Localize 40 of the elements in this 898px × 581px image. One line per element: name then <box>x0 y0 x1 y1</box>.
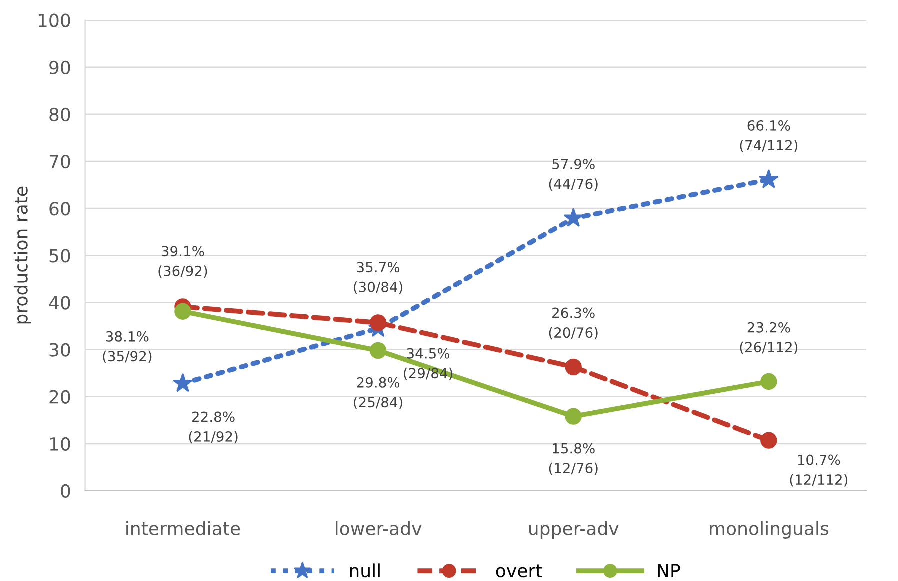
legend-label: null <box>350 564 380 578</box>
data-label: 10.7% (12/112) <box>790 454 848 487</box>
legend-label: overt <box>496 564 542 578</box>
point <box>565 408 582 425</box>
y-tick-label: 90 <box>50 60 70 75</box>
y-tick-label: 70 <box>50 154 70 169</box>
y-tick-label: 0 <box>61 484 70 498</box>
y-tick-label: 60 <box>50 202 70 216</box>
y-tick-label: 80 <box>50 108 70 122</box>
data-label: 35.7% (30/84) <box>354 262 403 294</box>
legend-label: NP <box>658 564 680 578</box>
x-tick-label: lower-adv <box>336 522 422 536</box>
point <box>565 358 582 376</box>
x-tick-label: intermediate <box>126 522 240 536</box>
point <box>760 373 778 390</box>
point <box>370 342 387 360</box>
data-label: 26.3% (20/76) <box>549 308 598 340</box>
point <box>173 373 193 392</box>
data-label: 15.8% (12/76) <box>549 443 598 476</box>
data-label: 29.8% (25/84) <box>354 377 403 410</box>
y-axis-title: production rate <box>14 186 32 324</box>
data-label: 39.1% (36/92) <box>158 246 208 278</box>
y-tick-label: 20 <box>50 390 70 404</box>
data-label: 23.2% (26/112) <box>740 322 798 354</box>
point <box>758 169 779 188</box>
y-tick-label: 50 <box>50 249 70 263</box>
point <box>174 303 192 320</box>
x-tick-label: upper-adv <box>529 522 619 539</box>
point <box>564 208 584 228</box>
point <box>760 432 778 449</box>
data-label: 38.1% (35/92) <box>103 331 152 364</box>
point <box>370 314 387 332</box>
y-tick-label: 40 <box>49 296 70 310</box>
y-tick-label: 10 <box>50 437 70 451</box>
data-label: 66.1% (74/112) <box>740 120 798 152</box>
data-label: 57.9% (44/76) <box>549 159 598 191</box>
x-tick-label: monolinguals <box>710 522 829 539</box>
y-tick-label: 100 <box>38 14 70 28</box>
y-tick-label: 30 <box>50 343 70 357</box>
data-label: 22.8% (21/92) <box>189 412 238 444</box>
